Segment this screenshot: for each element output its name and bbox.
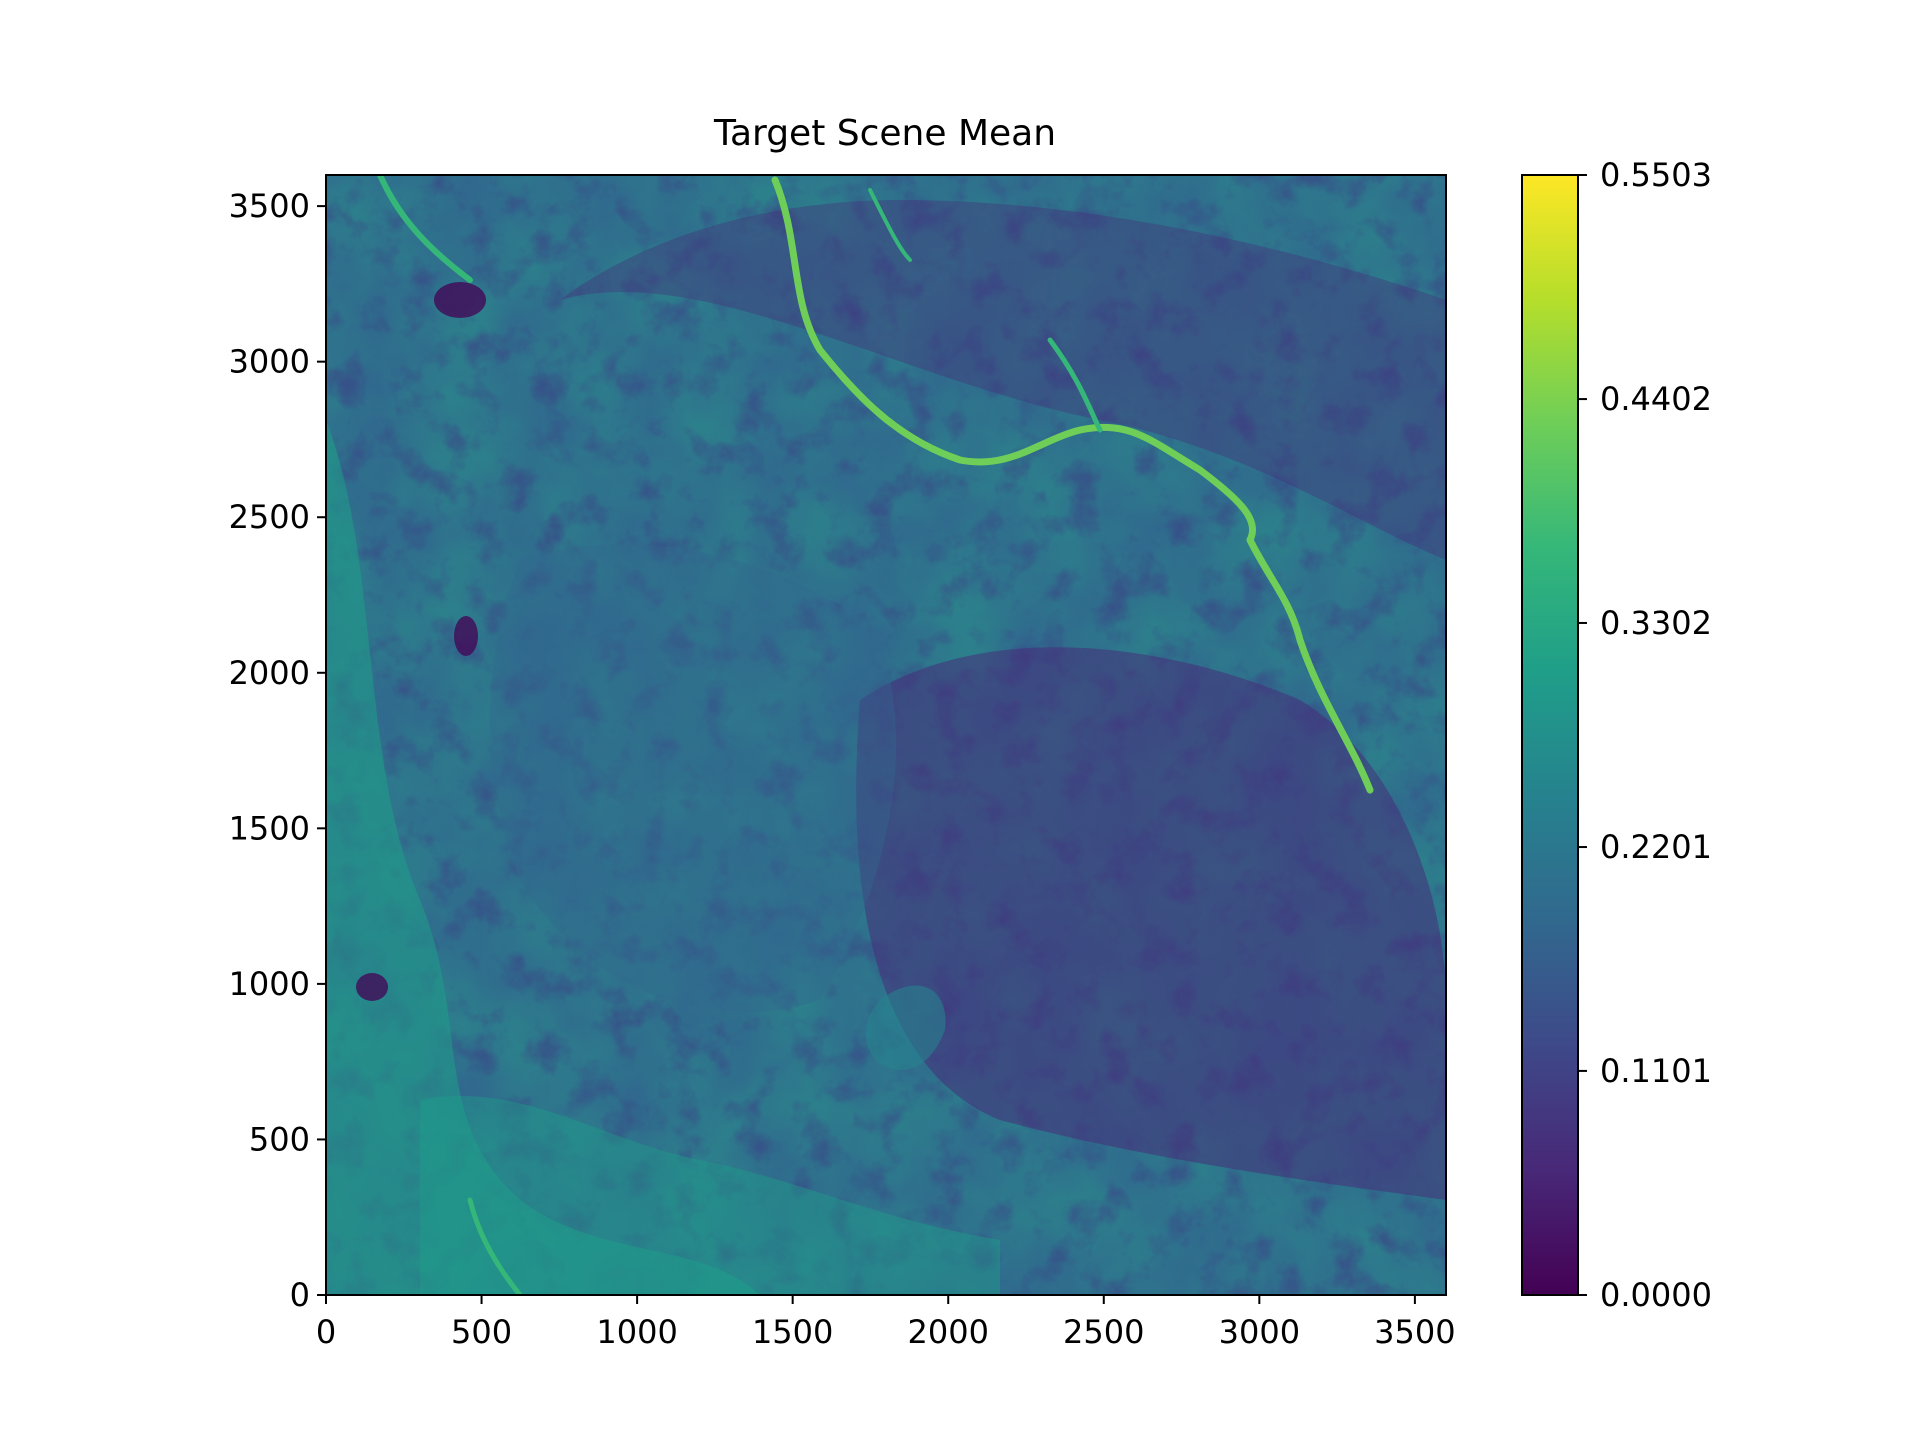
y-tick-label: 0 <box>290 1276 310 1314</box>
colorbar-tick-label: 0.0000 <box>1600 1276 1712 1314</box>
y-tick-label: 3000 <box>229 343 310 381</box>
y-tick-label: 3500 <box>229 187 310 225</box>
x-tick-label: 3000 <box>1219 1313 1300 1351</box>
colorbar-tick-label: 0.5503 <box>1600 156 1712 194</box>
x-tick-label: 1500 <box>752 1313 833 1351</box>
x-tick-label: 3500 <box>1374 1313 1455 1351</box>
x-tick-label: 500 <box>451 1313 512 1351</box>
chart-title: Target Scene Mean <box>713 113 1056 154</box>
colorbar-axis: 0.0000 0.1101 0.2201 0.3302 0.4402 0.5503 <box>1578 156 1712 1314</box>
x-tick-label: 0 <box>316 1313 336 1351</box>
y-tick-label: 1000 <box>229 965 310 1003</box>
region-teal-south <box>420 1095 1000 1295</box>
colorbar <box>1521 174 1579 1296</box>
river-northeast <box>868 188 912 262</box>
x-axis: 0 500 1000 1500 2000 2500 3000 3500 <box>316 1295 1456 1351</box>
river-main <box>771 176 1374 794</box>
dark-spot-north <box>434 282 486 318</box>
colorbar-tick-label: 0.3302 <box>1600 604 1712 642</box>
y-tick-label: 2500 <box>229 498 310 536</box>
x-tick-label: 1000 <box>596 1313 677 1351</box>
region-teal-west <box>326 420 760 1295</box>
region-central <box>490 544 897 1013</box>
region-purple-north <box>560 200 1446 560</box>
river-tributary <box>1047 337 1103 433</box>
x-tick-label: 2000 <box>908 1313 989 1351</box>
y-tick-label: 1500 <box>229 809 310 847</box>
y-tick-label: 2000 <box>229 654 310 692</box>
dark-spot-mid <box>454 616 478 656</box>
region-purple-east <box>856 647 1446 1200</box>
heatmap-features <box>326 175 1446 1295</box>
river-southwest <box>467 1197 523 1295</box>
region-lake <box>865 985 946 1070</box>
heatmap-plot-area <box>326 175 1446 1295</box>
dark-spot-west <box>356 973 388 1001</box>
colorbar-tick-label: 0.2201 <box>1600 828 1712 866</box>
colorbar-tick-label: 0.1101 <box>1600 1052 1712 1090</box>
plot-frame <box>325 174 1447 1296</box>
y-axis: 0 500 1000 1500 2000 2500 3000 3500 <box>229 187 326 1314</box>
colorbar-tick-label: 0.4402 <box>1600 380 1712 418</box>
y-tick-label: 500 <box>249 1120 310 1158</box>
x-tick-label: 2500 <box>1063 1313 1144 1351</box>
river-west <box>377 175 473 283</box>
